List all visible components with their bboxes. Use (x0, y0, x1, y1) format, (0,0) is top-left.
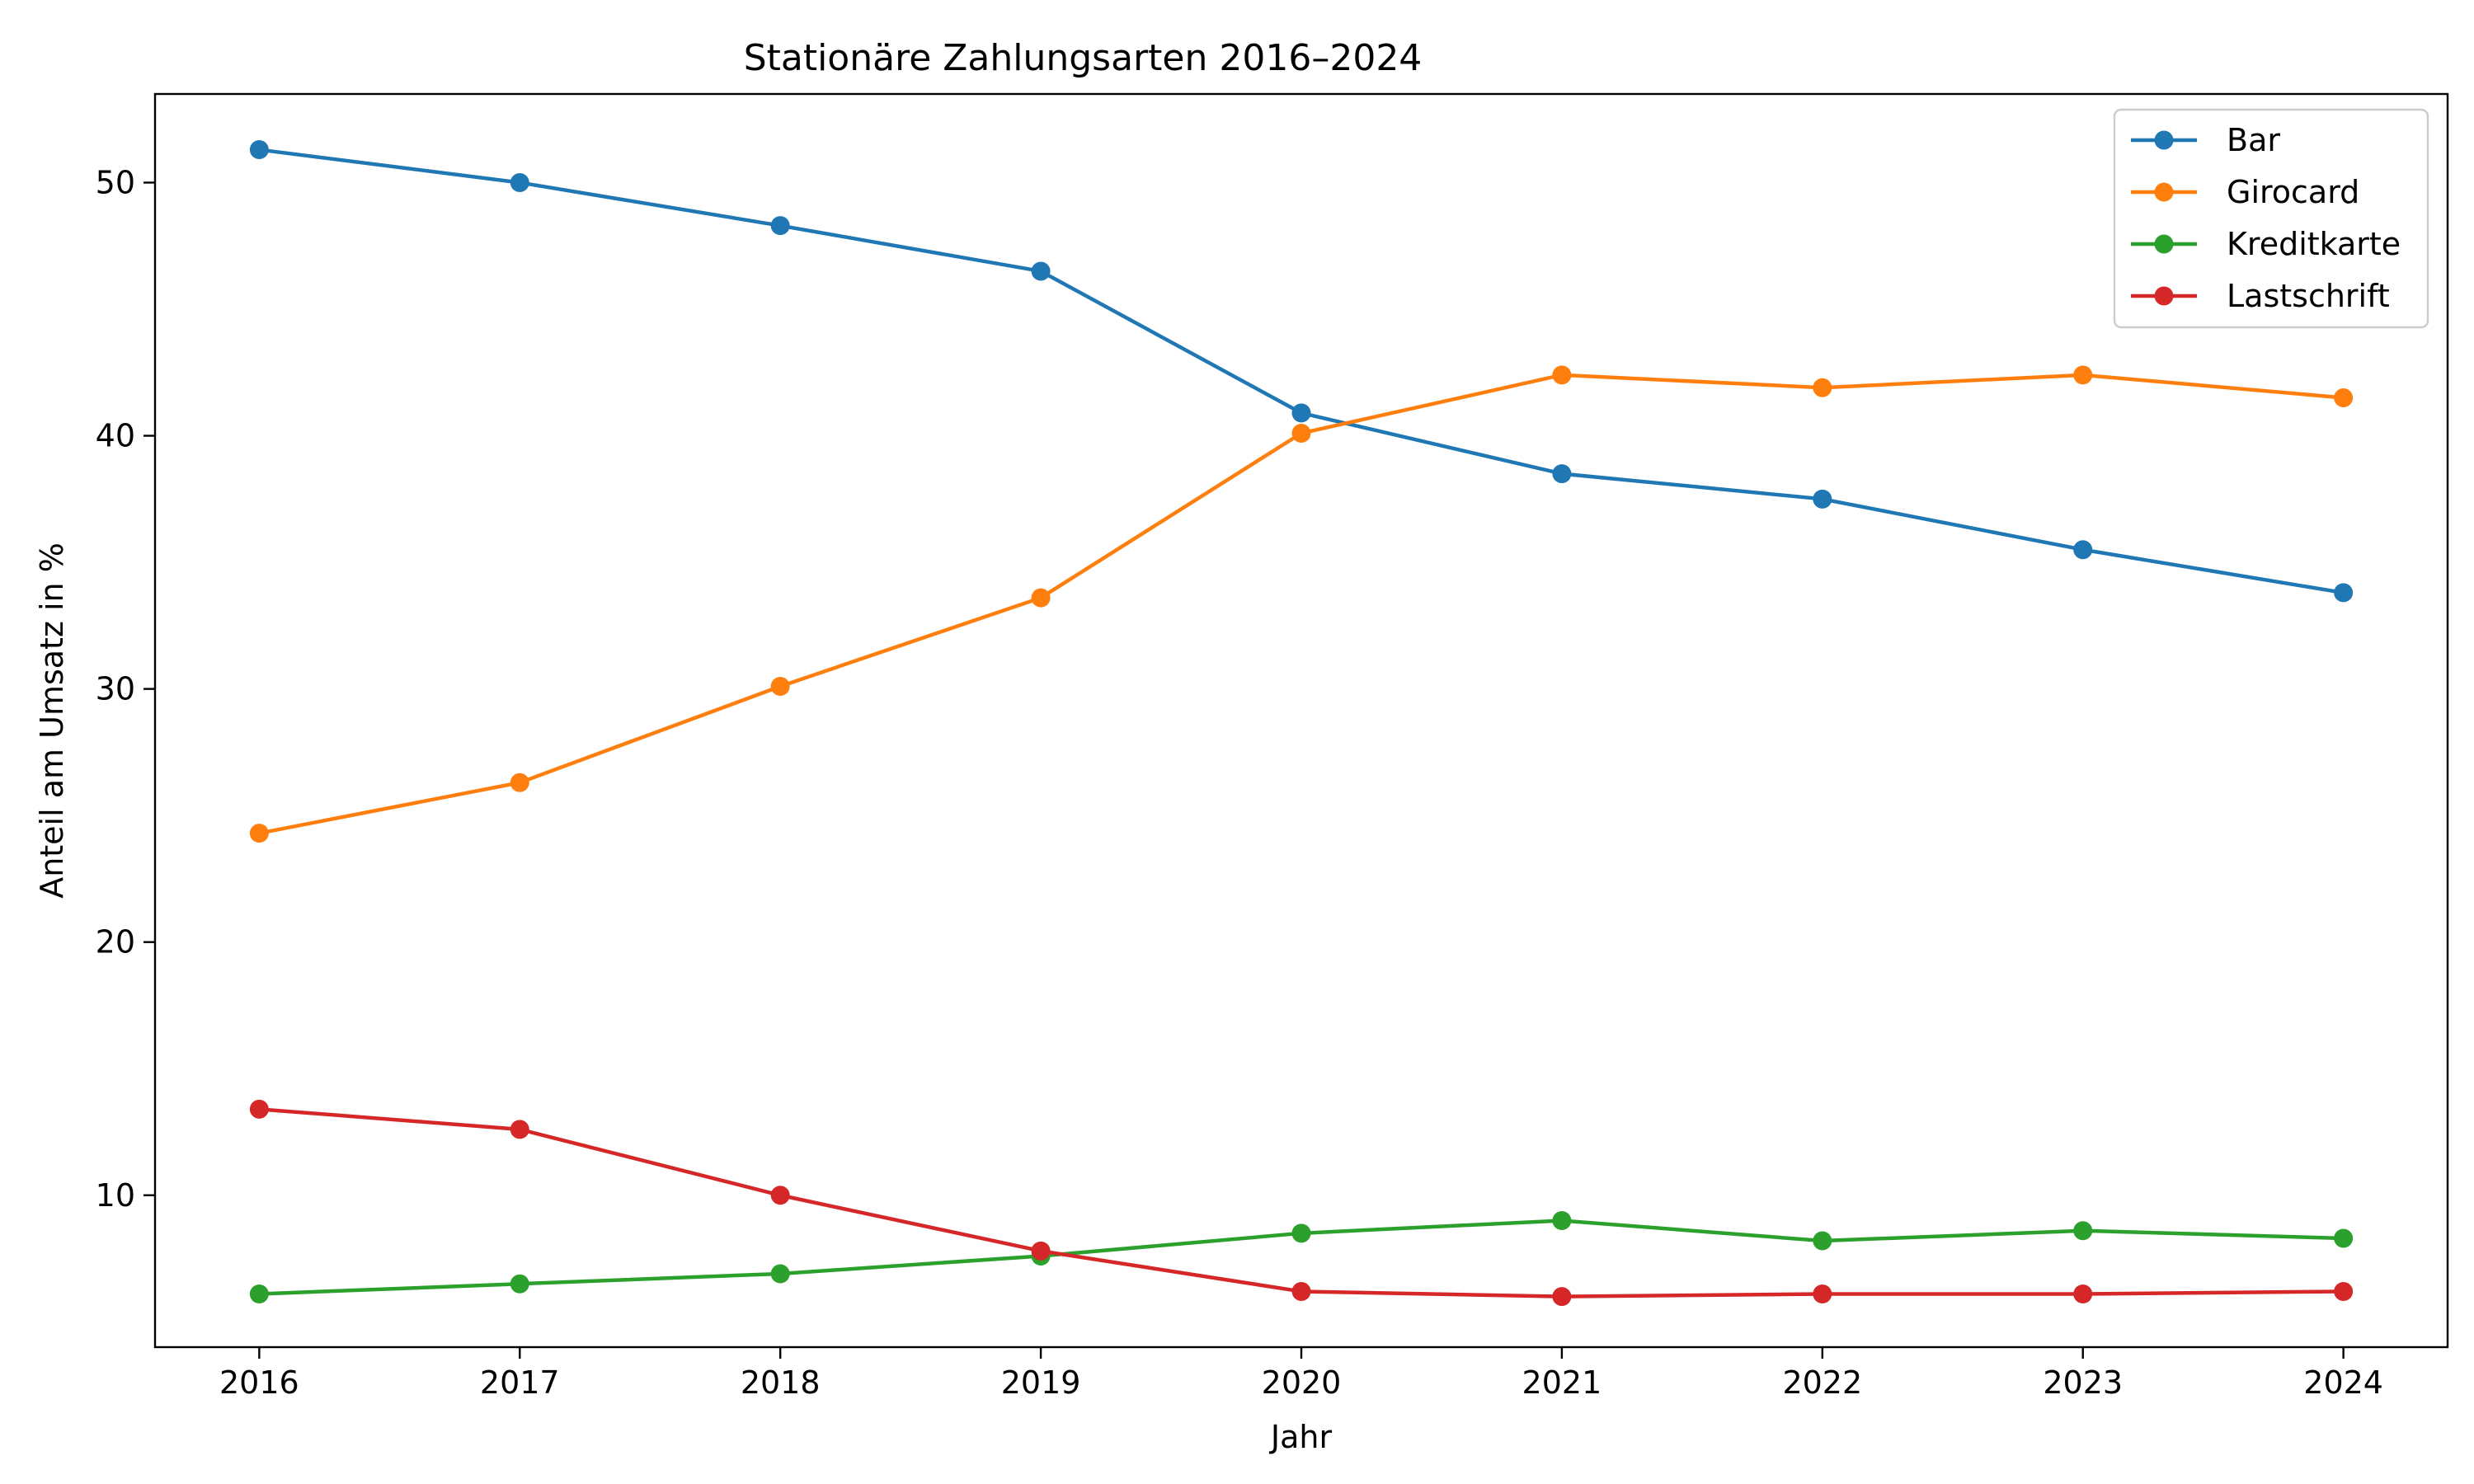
data-point (2334, 1228, 2354, 1248)
y-tick-label: 10 (96, 1177, 135, 1214)
data-point (249, 140, 269, 160)
series-line (259, 1107, 2344, 1298)
data-point (510, 773, 529, 792)
data-point (510, 1120, 529, 1139)
legend-label: Girocard (2227, 174, 2359, 210)
data-point (2334, 387, 2354, 407)
data-point (1291, 403, 1311, 423)
data-point (1552, 1287, 1572, 1307)
x-tick-label: 2022 (1782, 1364, 1862, 1401)
legend-item-lastschrift: Lastschrift (2131, 278, 2390, 314)
data-point (510, 1274, 529, 1294)
y-tick-label: 40 (96, 418, 135, 454)
series-line (258, 373, 2344, 835)
series-line (259, 148, 2345, 595)
data-point (2334, 1281, 2354, 1301)
legend: Bar Girocard Kreditkarte Lastschrift (2113, 108, 2429, 329)
legend-item-girocard: Girocard (2131, 174, 2359, 210)
y-tick-label: 50 (96, 164, 135, 200)
data-point (1813, 1284, 1832, 1304)
legend-label: Lastschrift (2227, 278, 2390, 314)
data-point (1291, 1223, 1311, 1243)
data-point (770, 1186, 790, 1205)
series-lastschrift (249, 1099, 2354, 1307)
legend-marker (2154, 286, 2174, 306)
x-tick-label: 2020 (1262, 1364, 1342, 1401)
x-tick-label: 2017 (480, 1364, 560, 1401)
series-girocard (249, 365, 2354, 843)
data-point (770, 1264, 790, 1284)
x-tick-label: 2024 (2303, 1364, 2383, 1401)
data-point (1813, 378, 1832, 397)
data-point (1552, 365, 1572, 385)
data-point (2073, 540, 2093, 560)
legend-marker (2154, 130, 2174, 150)
axis-ticks: 2016 2017 2018 2019 2020 2021 2022 2023 2024 10 20… (96, 164, 2383, 1401)
series-bar (249, 140, 2354, 603)
x-axis-label: Jahr (1269, 1419, 1333, 1455)
legend-item-kreditkarte: Kreditkarte (2131, 226, 2401, 262)
y-tick-label: 20 (96, 924, 135, 960)
legend-marker (2154, 182, 2174, 202)
data-point (1813, 1231, 1832, 1251)
data-point (2334, 583, 2354, 603)
x-tick-label: 2019 (1001, 1364, 1081, 1401)
data-point (1031, 261, 1051, 281)
data-point (2073, 1221, 2093, 1241)
data-point (1552, 1210, 1572, 1230)
data-point (249, 824, 269, 843)
legend-frame (2113, 108, 2429, 329)
x-tick-label: 2021 (1522, 1364, 1602, 1401)
legend-marker (2154, 234, 2174, 254)
x-tick-label: 2018 (741, 1364, 821, 1401)
legend-item-bar: Bar (2131, 122, 2280, 158)
data-point (1552, 464, 1572, 484)
y-axis-label: Anteil am Umsatz in % (34, 542, 70, 899)
data-point (2073, 365, 2093, 385)
chart-title: Stationäre Zahlungsarten 2016–2024 (744, 37, 1423, 79)
legend-label: Kreditkarte (2227, 226, 2401, 262)
series-layer (249, 140, 2354, 1307)
data-point (1291, 423, 1311, 443)
data-point (770, 216, 790, 236)
data-point (510, 172, 529, 192)
data-point (2073, 1284, 2093, 1304)
legend-label: Bar (2227, 122, 2280, 158)
plot-frame (153, 92, 2449, 1349)
data-point (249, 1099, 269, 1119)
data-point (770, 677, 790, 697)
series-kreditkarte (249, 1210, 2354, 1304)
data-point (249, 1284, 269, 1304)
x-tick-label: 2023 (2043, 1364, 2123, 1401)
data-point (1031, 588, 1051, 608)
data-point (1031, 1241, 1051, 1261)
x-tick-label: 2016 (219, 1364, 299, 1401)
data-point (1291, 1281, 1311, 1301)
y-tick-label: 30 (96, 671, 135, 707)
data-point (1813, 489, 1832, 509)
